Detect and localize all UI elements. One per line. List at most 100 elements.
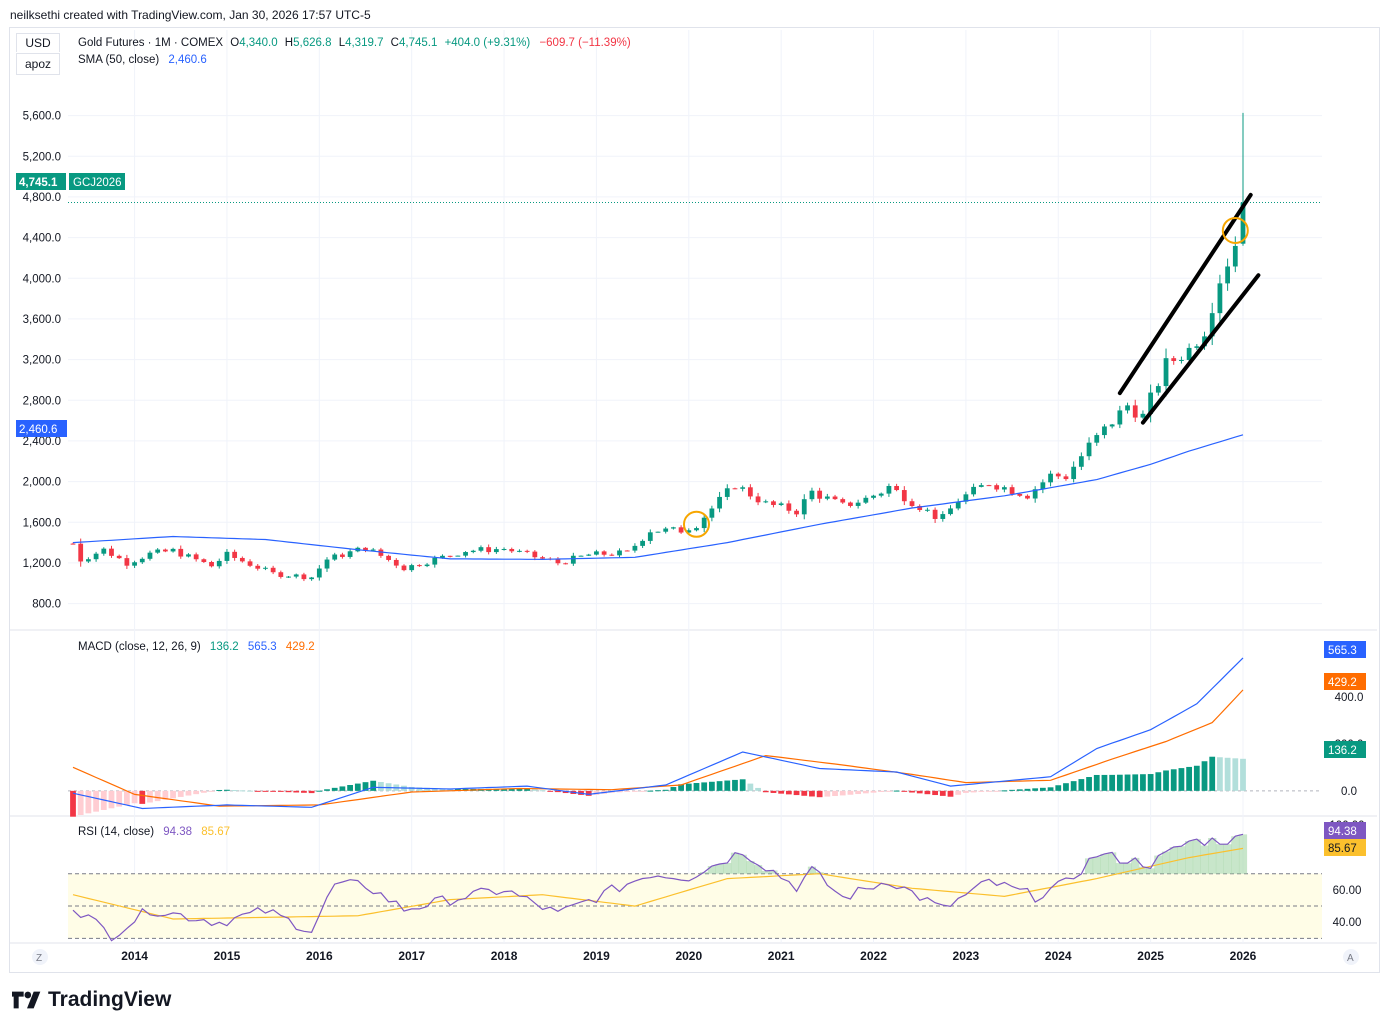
symbol-tag: GCJ2026: [73, 177, 122, 189]
zoom-reset-button[interactable]: Z: [36, 953, 42, 964]
candle: [594, 549, 599, 556]
macd-histogram-bar: [724, 780, 731, 791]
x-tick-label: 2023: [953, 949, 980, 963]
x-tick-label: 2025: [1137, 949, 1164, 963]
candle-body: [824, 496, 830, 499]
candle-body: [447, 555, 453, 557]
candle-body: [1109, 424, 1115, 427]
candle-body: [1086, 442, 1092, 457]
candle: [293, 573, 299, 579]
candle-body: [848, 502, 853, 506]
price-tick-label: 4,000.0: [23, 273, 61, 285]
candle-body: [1017, 493, 1023, 496]
auto-scale-button[interactable]: A: [1347, 953, 1354, 964]
change-value: +404.0 (+9.31%): [445, 37, 531, 49]
macd-legend-hist: 136.2: [210, 641, 239, 653]
macd-histogram-bar: [963, 790, 969, 793]
macd-histogram-bar: [285, 790, 292, 793]
candle: [1232, 236, 1238, 273]
close-label: C: [391, 37, 399, 49]
candle-body: [1025, 495, 1030, 499]
candle: [871, 494, 876, 500]
candle-body: [501, 548, 507, 550]
candle-body: [840, 499, 846, 503]
candle-body: [463, 552, 468, 556]
candle-body: [201, 559, 207, 562]
candle: [555, 557, 561, 566]
macd-histogram-bar: [1140, 774, 1146, 791]
candle-body: [1094, 435, 1100, 443]
currency-button[interactable]: USD: [16, 33, 60, 52]
sma-legend-label[interactable]: SMA (50, close): [78, 54, 159, 66]
candle: [578, 555, 584, 557]
candle-body: [193, 554, 199, 560]
candle: [186, 553, 191, 558]
price-tick-label: 5,200.0: [23, 151, 61, 163]
candle: [586, 553, 592, 557]
x-tick-label: 2015: [214, 949, 241, 963]
macd-histogram-bar: [216, 789, 223, 791]
macd-histogram-bar: [778, 790, 785, 794]
macd-histogram-bar: [177, 790, 184, 797]
x-tick-label: 2022: [860, 949, 887, 963]
macd-histogram-bar: [1024, 788, 1031, 791]
rsi-sma-value-tag: 85.67: [1328, 843, 1357, 855]
macd-histogram-bar: [1055, 785, 1062, 791]
rsi-legend-sma: 85.67: [201, 826, 230, 838]
candle-body: [1071, 466, 1077, 480]
candle: [832, 494, 838, 500]
macd-histogram-bar: [1063, 783, 1069, 791]
candle: [270, 565, 276, 575]
price-tick-label: 1,200.0: [23, 558, 61, 570]
candle: [940, 511, 946, 522]
candle-body: [763, 501, 769, 503]
candle-body: [93, 553, 99, 560]
macd-histogram-bar: [1124, 774, 1131, 791]
candle-body: [232, 551, 238, 558]
candle: [1125, 402, 1130, 414]
tradingview-brand[interactable]: TradingView: [12, 988, 171, 1012]
macd-value-tag-bg: [1324, 641, 1366, 658]
symbol-label[interactable]: Gold Futures · 1M · COMEX: [78, 37, 223, 49]
candle: [224, 549, 230, 564]
candle-body: [1179, 359, 1184, 361]
candle-body: [440, 555, 445, 558]
macd-histogram-bar: [539, 790, 546, 792]
macd-histogram-bar: [1217, 757, 1223, 791]
candle-body: [932, 509, 938, 519]
macd-histogram-bar: [1193, 765, 1200, 791]
macd-histogram-bar: [909, 790, 915, 793]
sma-legend-value: 2,460.6: [168, 54, 206, 66]
candle: [455, 555, 461, 557]
candle: [863, 495, 869, 504]
candle-body: [1055, 473, 1061, 477]
candle: [786, 500, 792, 514]
macd-histogram-bar: [254, 790, 261, 792]
scale-mode-button[interactable]: apoz: [16, 53, 60, 75]
macd-histogram-bar: [262, 790, 269, 792]
candle-body: [863, 497, 869, 503]
macd-histogram-bar: [331, 787, 338, 791]
candle-body: [347, 551, 353, 557]
candle: [201, 558, 207, 564]
candle: [209, 560, 214, 568]
macd-legend-label[interactable]: MACD (close, 12, 26, 9): [78, 641, 201, 653]
candle-body: [1148, 392, 1154, 414]
candle: [763, 499, 769, 504]
candle-body: [1232, 245, 1238, 267]
rsi-pane: [68, 833, 1322, 942]
highlight-circle: [682, 510, 710, 538]
rsi-legend-label[interactable]: RSI (14, close): [78, 826, 154, 838]
candle-body: [948, 508, 953, 515]
svg-text:MACD (close, 12, 26, 9) 13: MACD (close, 12, 26, 9) 136.2 565.3 429.…: [78, 641, 315, 653]
macd-histogram-bar: [716, 781, 723, 791]
candle-body: [878, 493, 884, 496]
candle: [332, 552, 338, 561]
candle: [771, 500, 776, 508]
candle-body: [925, 509, 930, 511]
candle: [424, 563, 430, 568]
candle: [109, 545, 114, 558]
candle: [732, 487, 738, 490]
candle: [1094, 432, 1100, 446]
